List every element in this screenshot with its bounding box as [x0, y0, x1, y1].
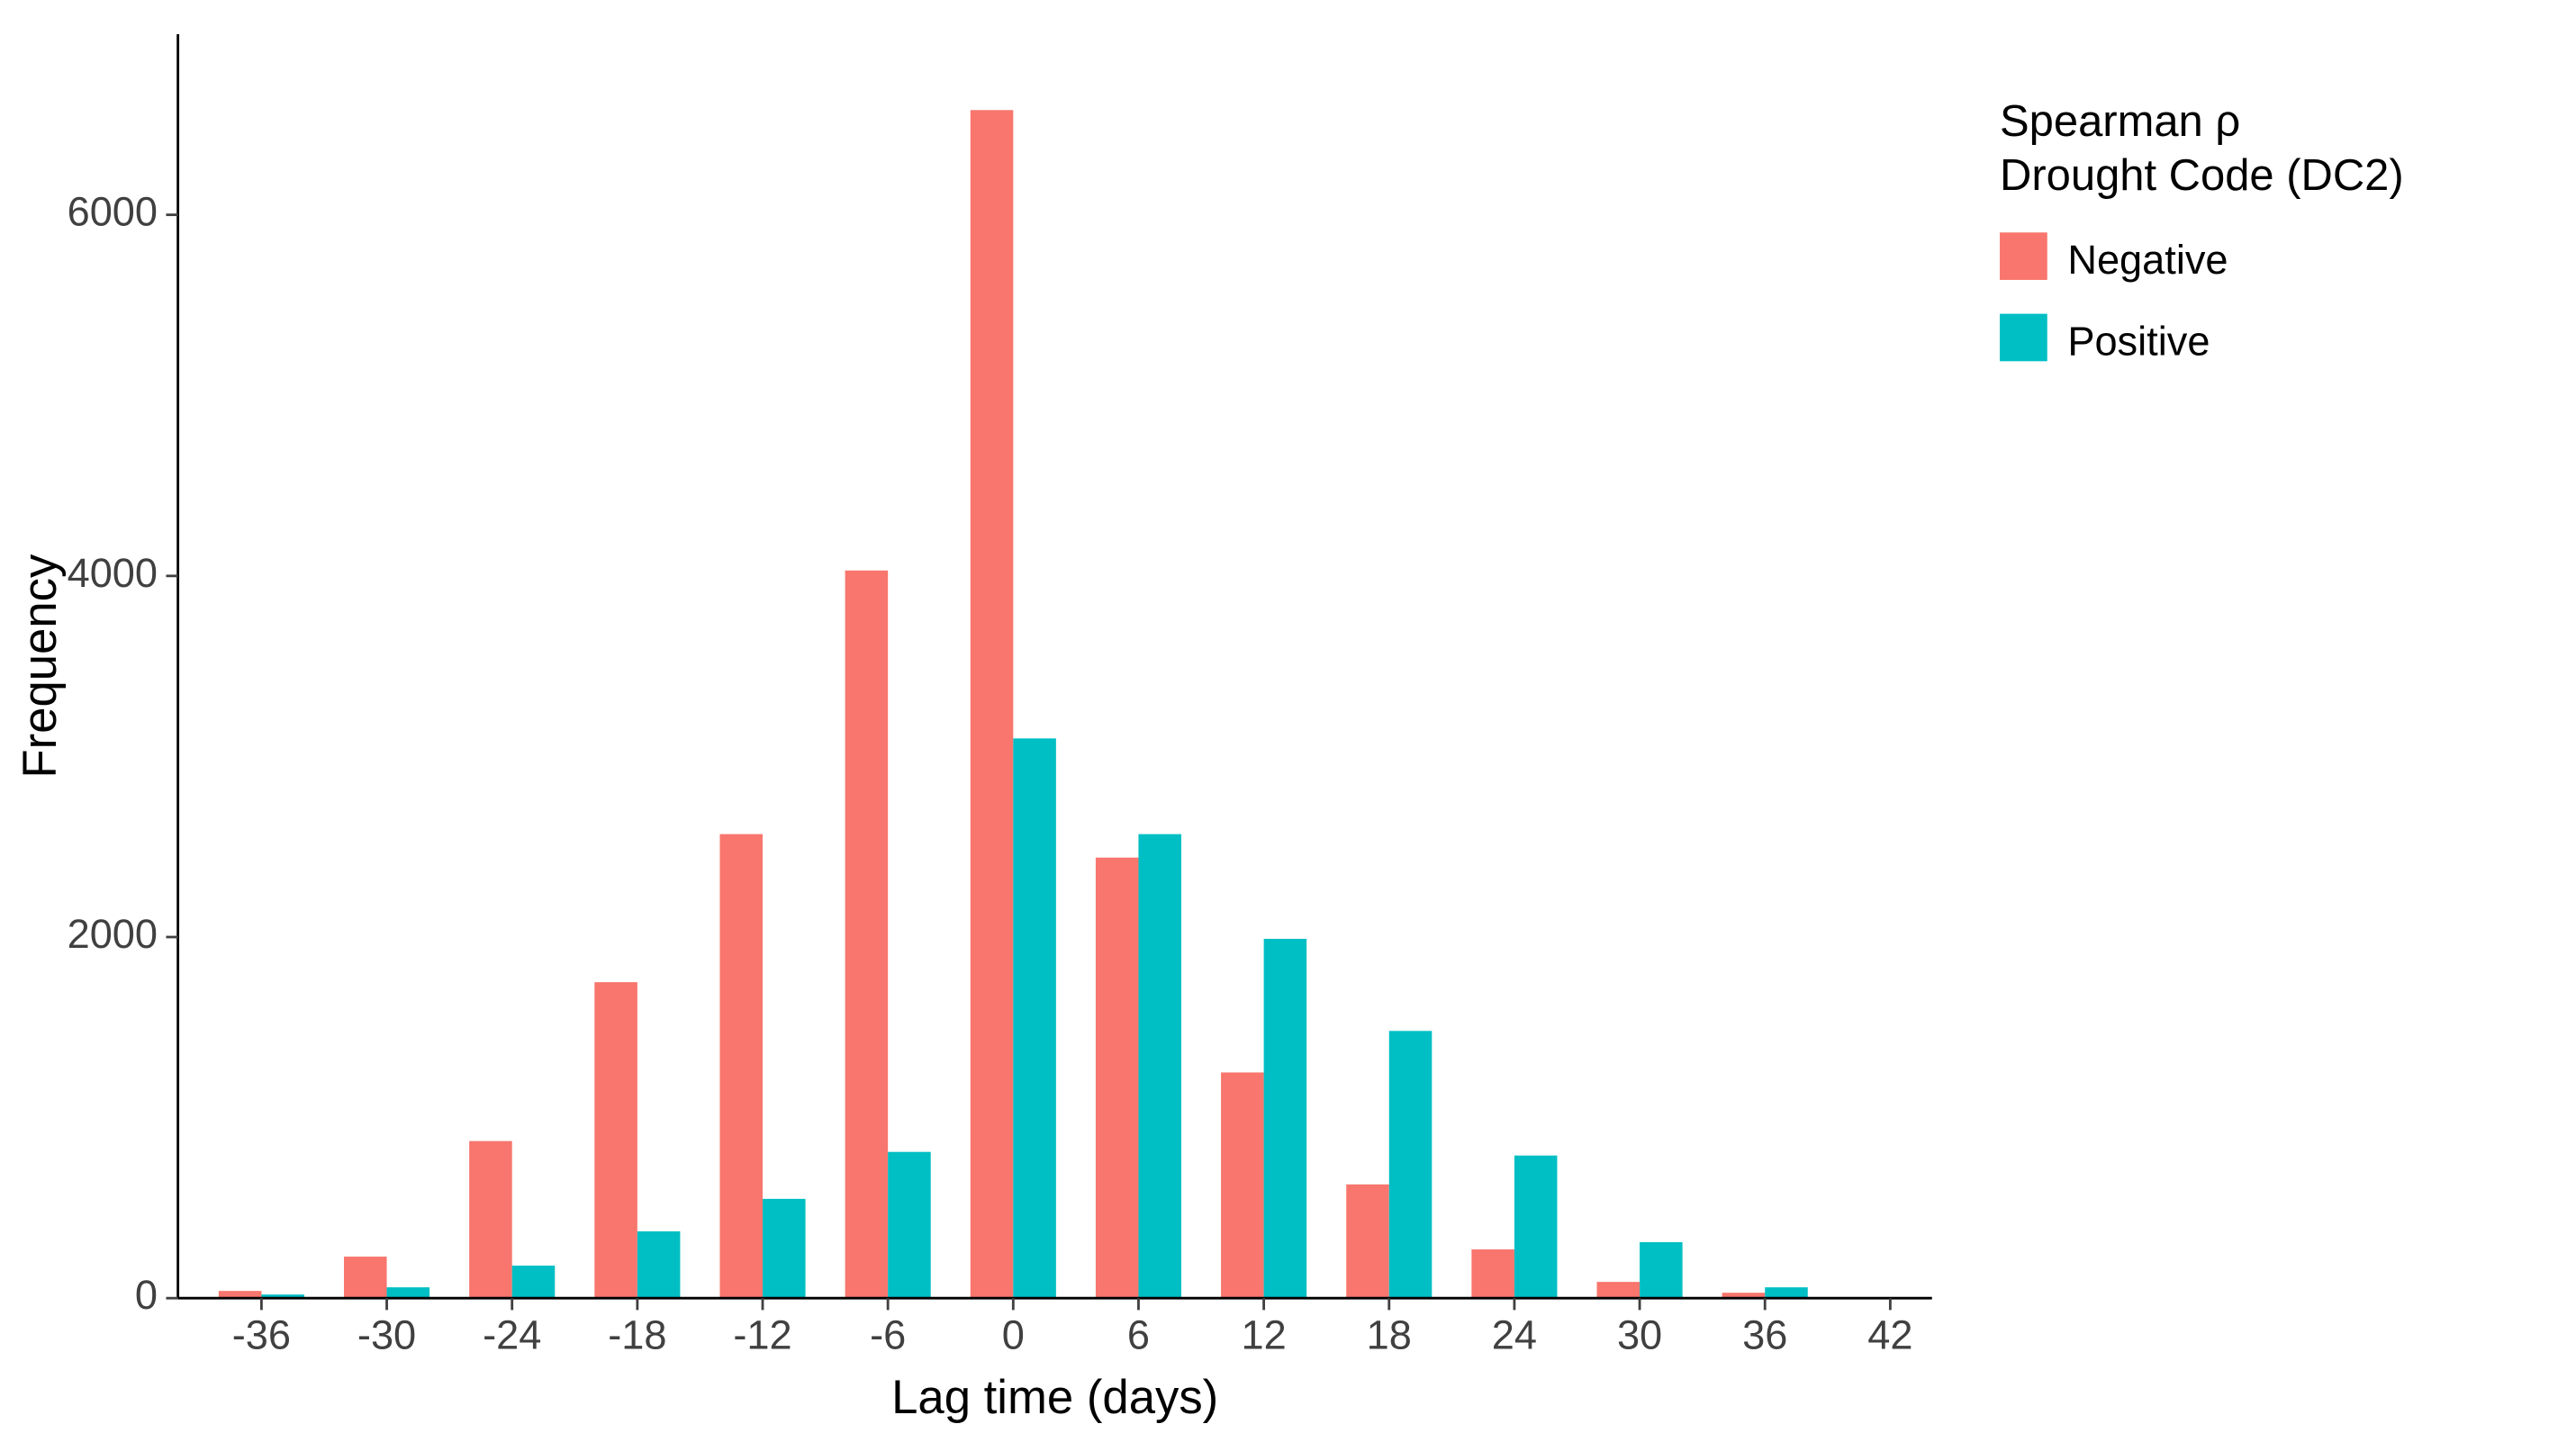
bar-negative	[971, 110, 1014, 1298]
bar-positive	[512, 1266, 556, 1298]
bar-negative	[845, 571, 889, 1298]
y-tick-label: 0	[135, 1272, 158, 1318]
bar-negative	[469, 1141, 512, 1299]
x-tick-label: -6	[870, 1312, 906, 1358]
bar-negative	[594, 982, 637, 1298]
y-axis-label: Frequency	[14, 554, 67, 779]
bar-positive	[763, 1199, 806, 1298]
bar-positive	[1765, 1287, 1808, 1298]
bar-positive	[1138, 834, 1181, 1299]
legend-item-label: Negative	[2067, 237, 2228, 283]
y-tick-label: 6000	[68, 189, 158, 235]
histogram-chart: 0 2000 4000 6000 -36 -30 -24 -18 -12 -6 0 6 12 18 24 30…	[0, 0, 2576, 1451]
bar-negative	[1221, 1072, 1264, 1298]
bar-positive	[1013, 738, 1056, 1298]
x-tick-label: -36	[232, 1312, 291, 1358]
bar-positive	[637, 1231, 681, 1298]
x-tick-label: 18	[1367, 1312, 1412, 1358]
bar-positive	[387, 1287, 430, 1298]
y-tick-label: 4000	[68, 550, 158, 596]
legend-title-line1: Spearman ρ	[2000, 97, 2240, 146]
bar-negative	[344, 1257, 387, 1298]
x-tick-label: 12	[1241, 1312, 1286, 1358]
bar-positive	[888, 1152, 931, 1298]
bar-negative	[1096, 858, 1139, 1298]
x-tick-label: 42	[1867, 1312, 1912, 1358]
legend-swatch	[2000, 232, 2047, 280]
x-tick-label: 24	[1492, 1312, 1537, 1358]
y-tick-label: 2000	[68, 911, 158, 957]
bar-positive	[1514, 1156, 1558, 1298]
x-axis-label: Lag time (days)	[891, 1371, 1218, 1424]
x-tick-label: -24	[483, 1312, 541, 1358]
bar-negative	[719, 834, 763, 1299]
bar-negative	[1597, 1282, 1641, 1298]
x-tick-label: 30	[1617, 1312, 1662, 1358]
bar-negative	[1346, 1185, 1389, 1298]
x-tick-label: 36	[1742, 1312, 1787, 1358]
x-tick-label: -12	[733, 1312, 791, 1358]
x-tick-label: 6	[1127, 1312, 1150, 1358]
x-tick-label: 0	[1002, 1312, 1025, 1358]
legend-title-line2: Drought Code (DC2)	[2000, 151, 2404, 200]
bar-positive	[1264, 939, 1307, 1298]
x-tick-label: -18	[608, 1312, 666, 1358]
bar-positive	[1389, 1031, 1433, 1298]
legend-item-label: Positive	[2067, 318, 2210, 364]
x-tick-label: -30	[357, 1312, 416, 1358]
chart-container: 0 2000 4000 6000 -36 -30 -24 -18 -12 -6 0 6 12 18 24 30…	[0, 0, 2576, 1451]
bar-negative	[1471, 1249, 1514, 1298]
legend-swatch	[2000, 314, 2047, 362]
bar-positive	[1640, 1242, 1683, 1298]
